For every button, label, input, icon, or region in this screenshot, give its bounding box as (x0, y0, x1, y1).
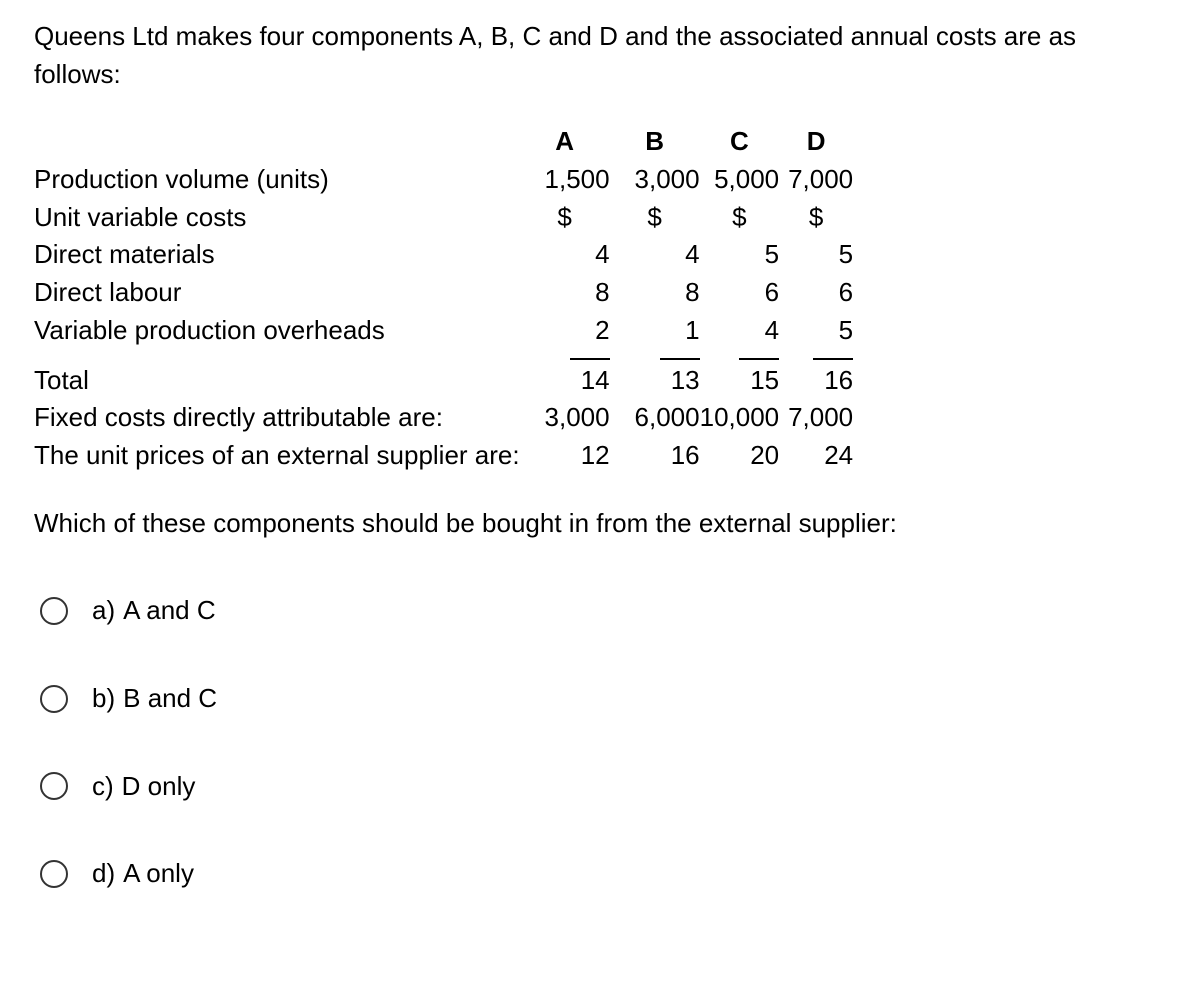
option-d[interactable]: d) A only (40, 855, 1166, 893)
cell: 6 (700, 274, 780, 312)
cell: 7,000 (779, 399, 853, 437)
question-intro: Queens Ltd makes four components A, B, C… (34, 18, 1166, 93)
cell: 3,000 (520, 399, 610, 437)
option-text: A only (123, 855, 194, 893)
cell: 10,000 (700, 399, 780, 437)
cell: 8 (520, 274, 610, 312)
cell: 4 (520, 236, 610, 274)
row-unit-variable-costs: Unit variable costs $ $ $ $ (34, 199, 853, 237)
cell: 5 (779, 236, 853, 274)
answer-options: a) A and C b) B and C c) D only d) A onl… (34, 592, 1166, 893)
subtotal-rule-row (34, 350, 853, 362)
row-direct-labour: Direct labour 8 8 6 6 (34, 274, 853, 312)
table-header-row: A B C D (34, 123, 853, 161)
subtotal-rule (570, 358, 610, 360)
col-header-a: A (520, 123, 610, 161)
cell: 2 (520, 312, 610, 350)
row-external-price: The unit prices of an external supplier … (34, 437, 853, 475)
cell: $ (520, 199, 610, 237)
header-blank (34, 123, 520, 161)
cell: $ (610, 199, 700, 237)
cell: 4 (610, 236, 700, 274)
option-letter: c) (92, 768, 114, 806)
cell: 5 (779, 312, 853, 350)
row-label: The unit prices of an external supplier … (34, 437, 520, 475)
cell: 16 (779, 362, 853, 400)
cell: $ (779, 199, 853, 237)
cell: 5,000 (700, 161, 780, 199)
option-letter: d) (92, 855, 115, 893)
col-header-d: D (779, 123, 853, 161)
subtotal-rule (739, 358, 779, 360)
cell: 24 (779, 437, 853, 475)
row-label: Variable production overheads (34, 312, 520, 350)
row-direct-materials: Direct materials 4 4 5 5 (34, 236, 853, 274)
subtotal-rule (660, 358, 700, 360)
cell: 1,500 (520, 161, 610, 199)
option-letter: a) (92, 592, 115, 630)
cell: 14 (520, 362, 610, 400)
cost-table: A B C D Production volume (units) 1,500 … (34, 123, 853, 474)
cell: 15 (700, 362, 780, 400)
option-a[interactable]: a) A and C (40, 592, 1166, 630)
row-label: Production volume (units) (34, 161, 520, 199)
cell: 7,000 (779, 161, 853, 199)
radio-icon[interactable] (40, 860, 68, 888)
option-text: B and C (123, 680, 217, 718)
row-fixed-costs: Fixed costs directly attributable are: 3… (34, 399, 853, 437)
subtotal-rule (813, 358, 853, 360)
option-letter: b) (92, 680, 115, 718)
option-b[interactable]: b) B and C (40, 680, 1166, 718)
row-total: Total 14 13 15 16 (34, 362, 853, 400)
radio-icon[interactable] (40, 685, 68, 713)
radio-icon[interactable] (40, 772, 68, 800)
cell: 4 (700, 312, 780, 350)
cell: 8 (610, 274, 700, 312)
row-label: Direct materials (34, 236, 520, 274)
cell: 1 (610, 312, 700, 350)
cell: 3,000 (610, 161, 700, 199)
row-variable-overheads: Variable production overheads 2 1 4 5 (34, 312, 853, 350)
option-text: D only (122, 768, 196, 806)
question-page: Queens Ltd makes four components A, B, C… (0, 0, 1200, 983)
row-label: Fixed costs directly attributable are: (34, 399, 520, 437)
row-label: Unit variable costs (34, 199, 520, 237)
cell: 5 (700, 236, 780, 274)
row-label: Direct labour (34, 274, 520, 312)
option-text: A and C (123, 592, 216, 630)
cell: 6,000 (610, 399, 700, 437)
row-production-volume: Production volume (units) 1,500 3,000 5,… (34, 161, 853, 199)
cell: $ (700, 199, 780, 237)
option-c[interactable]: c) D only (40, 768, 1166, 806)
row-label: Total (34, 362, 520, 400)
question-prompt: Which of these components should be boug… (34, 505, 1166, 543)
cell: 16 (610, 437, 700, 475)
cell: 13 (610, 362, 700, 400)
cell: 20 (700, 437, 780, 475)
cell: 12 (520, 437, 610, 475)
col-header-c: C (700, 123, 780, 161)
col-header-b: B (610, 123, 700, 161)
radio-icon[interactable] (40, 597, 68, 625)
cell: 6 (779, 274, 853, 312)
